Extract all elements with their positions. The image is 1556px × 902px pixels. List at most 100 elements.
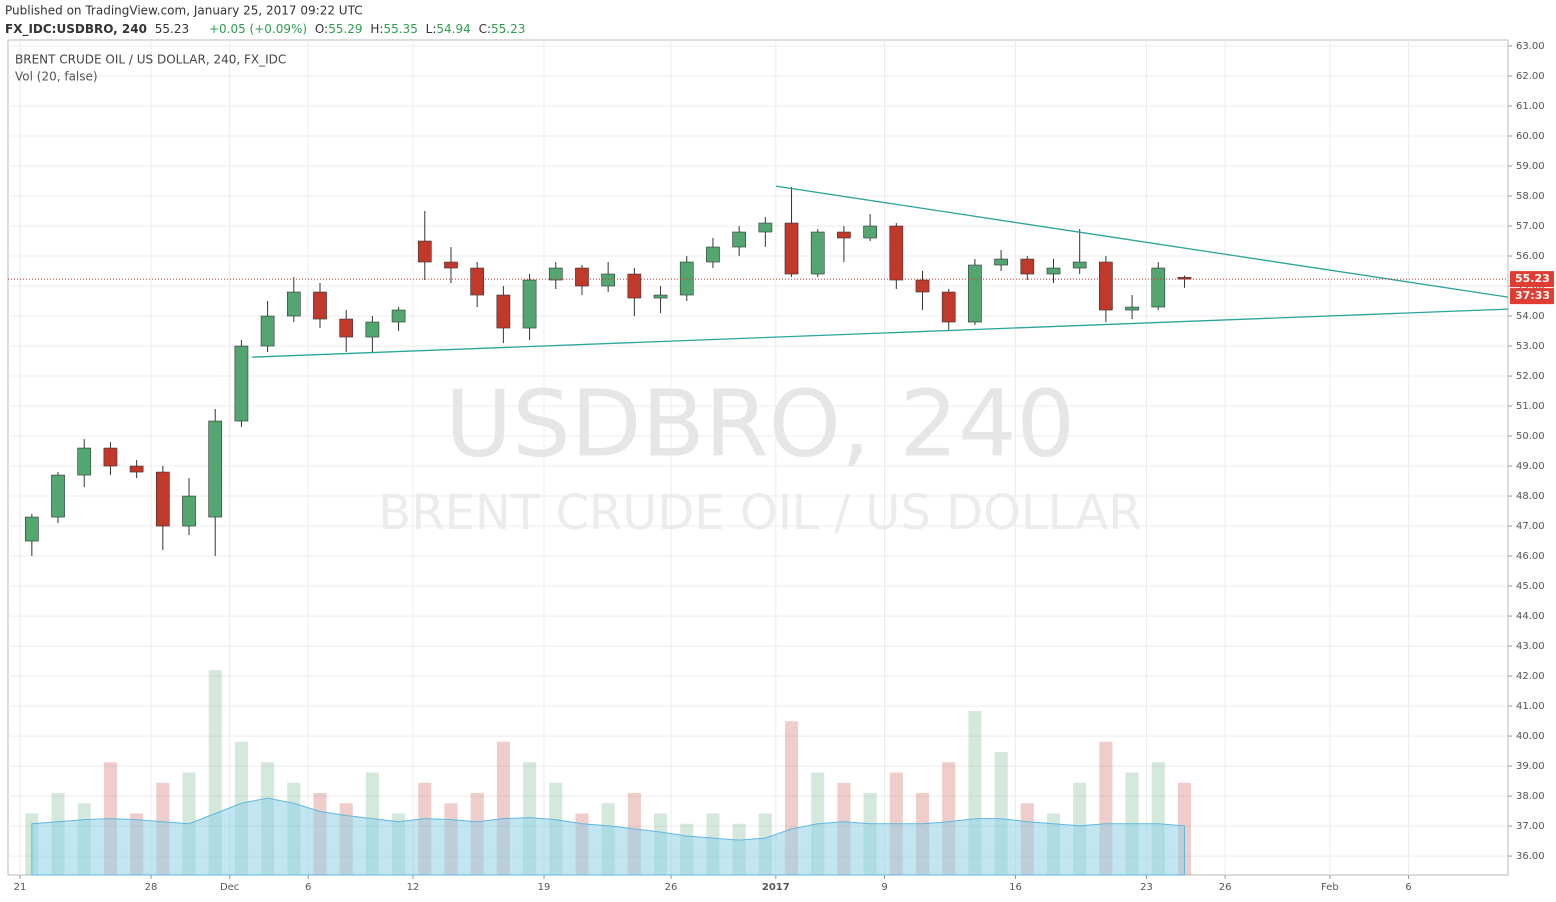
candle-body [129,465,144,473]
chart-title: BRENT CRUDE OIL / US DOLLAR, 240, FX_IDC [15,53,286,67]
y-tick-label: 62.00 [1516,71,1545,82]
y-tick-label: 45.00 [1516,581,1545,592]
candle-body [863,225,877,239]
candle-body [1125,306,1139,311]
candle-body [601,273,616,287]
y-tick-label: 61.00 [1516,101,1545,112]
candle-body [496,294,511,329]
y-tick-label: 60.00 [1516,131,1545,142]
candle-body [810,231,825,275]
candle-body [1020,258,1035,275]
x-tick-label: 2017 [762,882,790,893]
y-tick-label: 44.00 [1516,611,1545,622]
x-tick-label: 26 [665,882,678,893]
candle-body [1072,261,1087,269]
candle-body [234,345,249,422]
candle-body [77,447,92,476]
candle-body [391,309,406,323]
legend-row: FX_IDC:USDBRO, 240 55.23 +0.05 (+0.09%) … [5,22,525,37]
candle-body [339,318,354,338]
y-tick-label: 38.00 [1516,791,1545,802]
y-tick-label: 53.00 [1516,341,1545,352]
candle-body [24,516,39,542]
x-tick-label: 6 [305,882,311,893]
x-tick-label: 28 [145,882,158,893]
y-tick-label: 46.00 [1516,551,1545,562]
y-tick-label: 37.00 [1516,821,1545,832]
c-value: 55.23 [491,22,525,36]
y-tick-label: 43.00 [1516,641,1545,652]
candle-body [653,294,668,299]
candle-body [155,471,170,527]
y-tick-label: 51.00 [1516,401,1545,412]
x-tick-label: 12 [407,882,420,893]
candle-body [444,261,458,269]
candle-body [365,321,380,338]
x-tick-label: 9 [881,882,887,893]
candle-body [706,246,720,263]
candle-body [994,258,1008,266]
candle-body [522,279,537,329]
y-tick-label: 47.00 [1516,521,1545,532]
y-tick-label: 42.00 [1516,671,1545,682]
x-tick-label: 23 [1140,882,1153,893]
y-tick-label: 50.00 [1516,431,1545,442]
y-tick-label: 49.00 [1516,461,1545,472]
x-tick-label: 26 [1219,882,1232,893]
symbol: FX_IDC:USDBRO, 240 [5,22,147,37]
candle-body [732,231,746,248]
volume-ma [31,797,1185,876]
candle-body [758,222,773,233]
candle-body [548,267,563,281]
x-tick-label: 6 [1405,882,1411,893]
candle-body [889,225,904,281]
countdown: 37:33 [1515,289,1550,302]
o-label: O: [315,22,328,36]
x-tick-label: 19 [538,882,551,893]
y-tick-label: 39.00 [1516,761,1545,772]
y-tick-label: 54.00 [1516,311,1545,322]
candle-body [575,267,589,287]
candle-body [915,279,930,293]
candle-body [1099,261,1113,311]
x-tick-label: Dec [220,882,239,893]
l-label: L: [426,22,437,36]
change: +0.05 (+0.09%) [209,22,307,36]
candle-body [182,495,196,527]
candle-body [103,447,118,467]
candle-body [1151,267,1166,308]
watermark: USDBRO, 240 [445,370,1075,477]
x-tick-label: 21 [14,882,27,893]
candle-body [417,240,432,263]
y-tick-label: 48.00 [1516,491,1545,502]
x-tick-label: 16 [1009,882,1022,893]
candle-body [968,264,982,323]
y-tick-label: 56.00 [1516,251,1545,262]
candle-body [470,267,485,296]
y-tick-label: 63.00 [1516,41,1545,52]
published: Published on TradingView.com, January 25… [5,4,363,18]
trendline [775,185,1509,298]
o-value: 55.29 [328,22,362,36]
candle-body [286,291,301,317]
trendline [251,308,1509,358]
last: 55.23 [155,22,189,36]
l-value: 54.94 [436,22,470,36]
last-price-label: 55.23 [1515,272,1550,285]
watermark: BRENT CRUDE OIL / US DOLLAR [378,485,1141,541]
x-tick-label: Feb [1321,882,1339,893]
y-tick-label: 36.00 [1516,851,1545,862]
y-tick-label: 58.00 [1516,191,1545,202]
y-tick-label: 57.00 [1516,221,1545,232]
candle-body [51,474,65,518]
c-label: C: [479,22,491,36]
candle-body [313,291,327,320]
countdown-tag [1510,288,1554,305]
y-tick-label: 59.00 [1516,161,1545,172]
h-value: 55.35 [383,22,417,36]
candle-body [627,273,642,299]
candle-body [941,291,956,323]
candle-body [784,222,799,275]
y-tick-label: 41.00 [1516,701,1545,712]
